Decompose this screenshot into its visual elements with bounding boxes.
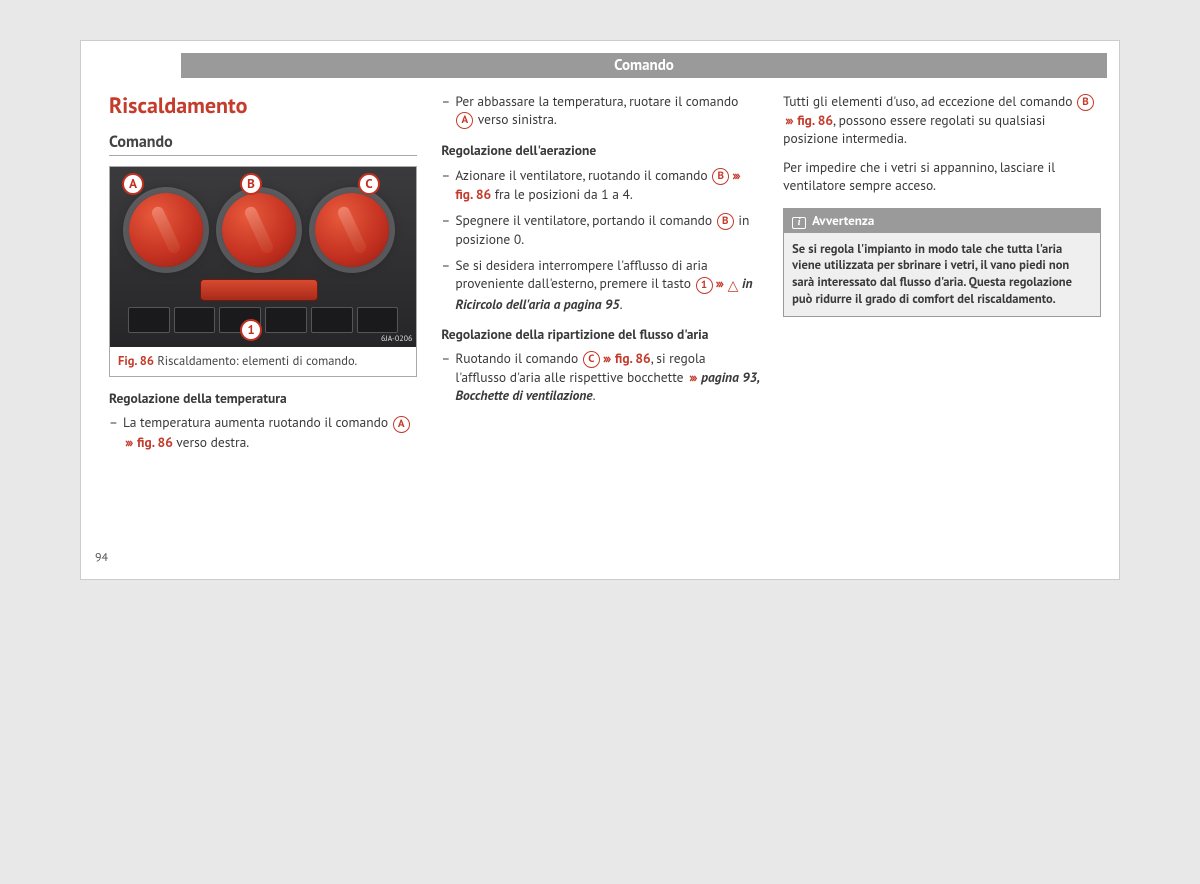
info-icon: i: [792, 217, 806, 229]
paragraph-heading: Regolazione dell'aerazione: [441, 141, 759, 159]
body-text: Azionare il ventilatore, ruotando il com…: [455, 166, 711, 184]
note-body: Se si regola l'impianto in modo tale che…: [784, 233, 1100, 317]
hvac-button-icon: [265, 307, 307, 333]
dash-icon: –: [441, 349, 455, 405]
body-text: fra le posizioni da 1 a 4.: [491, 185, 633, 203]
figure-caption: Fig. 86 Riscaldamento: elementi di coman…: [110, 347, 416, 376]
callout-C: C: [358, 173, 380, 195]
fig-ref[interactable]: fig. 86: [615, 349, 651, 367]
fan-dial-icon: [222, 193, 296, 267]
body-text: Ruotando il comando: [455, 349, 582, 367]
hvac-button-icon: [174, 307, 216, 333]
hvac-button-icon: [357, 307, 399, 333]
paragraph: Per impedire che i vetri si appannino, l…: [783, 158, 1101, 194]
body-text: verso sinistra.: [474, 110, 557, 128]
chevron-icon: ›››: [732, 166, 738, 184]
warning-triangle-icon: △: [728, 276, 739, 295]
hvac-button-icon: [311, 307, 353, 333]
callout-1: 1: [240, 319, 262, 341]
chevron-icon: ›››: [689, 368, 695, 386]
ref-B-icon: B: [717, 213, 734, 230]
list-item: – Ruotando il comando C››› fig. 86, si r…: [441, 349, 759, 405]
column-1: Riscaldamento Comando A: [109, 92, 417, 459]
temperature-dial-icon: [129, 193, 203, 267]
paragraph-heading: Regolazione della temperatura: [109, 389, 417, 407]
dash-icon: –: [441, 92, 455, 129]
list-item: – Se si desidera interrompere l'afflusso…: [441, 256, 759, 313]
page-title: Riscaldamento: [109, 92, 417, 122]
content-columns: Riscaldamento Comando A: [81, 78, 1119, 559]
ref-A-icon: A: [456, 112, 473, 129]
figure-image: A B C 1 6JA-0206: [110, 167, 416, 347]
body-text: .: [593, 386, 596, 404]
chevron-icon: ›››: [125, 433, 131, 451]
ref-1-icon: 1: [696, 277, 713, 294]
column-2: – Per abbassare la temperatura, ruotare …: [441, 92, 759, 459]
list-item: – Per abbassare la temperatura, ruotare …: [441, 92, 759, 129]
manual-page: Comando Riscaldamento Comando: [80, 40, 1120, 580]
body-text: La temperatura aumenta ruotando il co­ma…: [123, 413, 392, 431]
body-text: Tutti gli elementi d'uso, ad eccezione d…: [783, 92, 1076, 110]
dash-icon: –: [441, 166, 455, 203]
ref-C-icon: C: [583, 351, 600, 368]
dash-icon: –: [441, 256, 455, 313]
recirculation-button-icon: [200, 279, 318, 301]
dash-icon: –: [109, 413, 123, 450]
chevron-icon: ›››: [716, 274, 722, 292]
section-header: Comando: [181, 53, 1107, 78]
note-box: i Avvertenza Se si regola l'impianto in m…: [783, 208, 1101, 317]
subsection-heading: Comando: [109, 132, 417, 157]
figure-caption-text: Riscaldamento: elementi di comando.: [157, 353, 357, 369]
paragraph-heading: Regolazione della ripartizione del fluss…: [441, 325, 759, 343]
image-id: 6JA-0206: [381, 334, 412, 345]
body-text: Spegnere il ventilatore, portando il com…: [455, 211, 715, 229]
figure-number: Fig. 86: [118, 353, 154, 369]
ref-B-icon: B: [1077, 94, 1094, 111]
callout-A: A: [122, 173, 144, 195]
list-item: – Spegnere il ventilatore, portando il c…: [441, 211, 759, 248]
page-number: 94: [95, 550, 108, 565]
fig-ref[interactable]: fig. 86: [455, 185, 491, 203]
body-text: .: [620, 295, 623, 313]
callout-B: B: [240, 173, 262, 195]
list-item: – La temperatura aumenta ruotando il co­…: [109, 413, 417, 450]
distribution-dial-icon: [315, 193, 389, 267]
dash-icon: –: [441, 211, 455, 248]
body-text: verso destra.: [173, 433, 249, 451]
note-title-text: Avvertenza: [812, 212, 874, 229]
body-text: Se si desidera interrompere l'afflusso d…: [455, 256, 707, 292]
column-3: Tutti gli elementi d'uso, ad eccezione d…: [783, 92, 1101, 459]
chevron-icon: ›››: [603, 349, 609, 367]
ref-A-icon: A: [393, 416, 410, 433]
ref-B-icon: B: [712, 168, 729, 185]
note-title-bar: i Avvertenza: [784, 209, 1100, 233]
paragraph: Tutti gli elementi d'uso, ad eccezione d…: [783, 92, 1101, 148]
hvac-button-icon: [128, 307, 170, 333]
fig-ref[interactable]: fig. 86: [137, 433, 173, 451]
button-strip: [128, 307, 398, 333]
chevron-icon: ›››: [785, 111, 791, 129]
figure-86: A B C 1 6JA-0206 Fig. 86 Riscaldamento: …: [109, 166, 417, 377]
body-text: Per abbassare la temperatura, ruotare il…: [455, 92, 738, 110]
list-item: – Azionare il ventilatore, ruotando il c…: [441, 166, 759, 203]
fig-ref[interactable]: fig. 86: [797, 111, 833, 129]
